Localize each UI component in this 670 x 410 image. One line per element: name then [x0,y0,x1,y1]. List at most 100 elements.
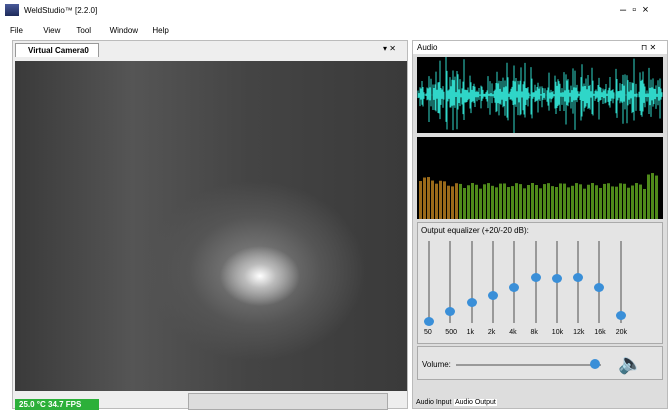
video-view [15,61,407,391]
spectrum-bar [507,187,510,219]
spectrum-bar [595,185,598,219]
audio-tabs: Audio Input Audio Output [413,398,667,410]
menu-item[interactable]: Help [152,26,169,35]
eq-knob[interactable] [615,311,626,320]
volume-track [456,364,601,366]
spectrum-bar [623,183,626,219]
eq-band-label: 1k [466,329,474,336]
volume-label: Volume: [422,360,451,369]
spectrum-bar [459,183,462,219]
camera-tab-label: Virtual Camera0 [28,46,89,55]
audio-tab[interactable]: Audio Output [454,399,497,406]
panel-controls[interactable]: ▾ ✕ [383,44,396,53]
spectrum-bar [475,184,478,219]
eq-knob[interactable] [530,273,541,282]
panel-controls[interactable]: ⊓ ✕ [641,43,657,52]
waveform-trace [417,57,663,133]
equalizer: Output equalizer (+20/-20 dB): 50 500 1k 2k… [417,222,663,344]
spectrum-bar [563,183,566,219]
eq-knob[interactable] [487,291,498,300]
camera-panel: Virtual Camera0 ▾ ✕ 25.0 °C 34.7 FPS [12,40,408,410]
spectrum-bar [587,184,590,219]
eq-track [619,241,622,323]
eq-track [470,241,473,323]
eq-band-label: 16k [594,329,606,336]
spectrum-bar [419,181,422,219]
eq-band-label: 4k [509,329,517,336]
spectrum-bar [499,183,502,219]
window-title: WeldStudio™ [2.2.0] [24,6,98,15]
menu-item[interactable]: File [10,26,23,35]
menu-item[interactable]: Tool [76,26,92,35]
eq-knob[interactable] [424,317,434,326]
spectrum-bar [439,180,442,219]
eq-knob[interactable] [594,283,605,292]
eq-knob[interactable] [466,298,477,307]
spectrum-bar [551,186,554,219]
eq-band-label: 10k [551,329,564,336]
equalizer-label: Output equalizer (+20/-20 dB): [421,226,529,235]
spectrum-bar [571,185,574,219]
audio-tab[interactable]: Audio Input [415,399,453,406]
spectrum-bar [479,188,482,219]
spectrum-bar [423,177,426,219]
spectrum-bar [543,184,546,219]
spectrum-bar [607,183,610,219]
volume-row: Volume: 🔈 [417,346,663,380]
spectrum-bar [523,188,526,219]
eq-band-label: 2k [487,329,496,336]
spectrum-bar [519,184,522,219]
spectrum-bar [591,183,594,219]
volume-knob[interactable] [590,359,600,369]
spectrum-bar [567,187,570,219]
menu-item[interactable]: Window [109,26,139,35]
eq-track [491,241,494,323]
speaker-icon[interactable]: 🔈 [618,353,643,375]
menu-item[interactable]: View [43,26,61,35]
spectrum-bar [651,173,654,219]
spectrum-bar [559,183,562,219]
eq-knob[interactable] [573,273,584,282]
spectrum-bar [511,186,514,219]
spectrum-bar [615,186,618,219]
spectrum-bar [635,183,638,219]
spectrum-bar [491,185,494,219]
spectrum-bar [471,183,474,219]
eq-band-label: 8k [530,329,538,336]
spectrum-bar [547,183,550,219]
spectrum-bar [483,184,486,219]
camera-tab[interactable]: Virtual Camera0 [15,43,99,57]
eq-track [534,241,537,323]
status-text: 25.0 °C 34.7 FPS [19,400,82,409]
playback-controls[interactable] [188,393,388,410]
equalizer-bands: 50 500 1k 2k 4k 8k 10k 12k 16k 20k [418,223,664,345]
status-badge: 25.0 °C 34.7 FPS [15,399,99,410]
spectrum-bar [643,188,646,219]
spectrum-bar [619,183,622,219]
spectrum-bar [555,187,558,219]
spectrum-bar [611,186,614,219]
eq-knob[interactable] [551,274,562,283]
title-bar: WeldStudio™ [2.2.0] – ▫ × [0,0,670,22]
spectrum-bar [531,183,534,219]
spectrum-bar [427,177,430,219]
eq-track [513,241,516,323]
eq-knob[interactable] [445,307,456,316]
spectrum-bar [431,180,434,219]
eq-knob[interactable] [509,283,520,292]
spectrum-bar [575,183,578,219]
window-controls[interactable]: – ▫ × [620,4,649,16]
eq-track [577,241,580,323]
app-icon [5,4,19,16]
spectrum-bar [495,187,498,219]
spectrum-bar [655,175,658,219]
spectrum-bar [503,183,506,219]
waveform [417,57,663,133]
eq-track [428,241,430,323]
eq-track [598,241,601,323]
spectrum-bar [539,188,542,219]
spectrum-bar [627,187,630,219]
menu-bar: File View Tool Window Help [0,24,670,38]
eq-band-label: 12k [573,329,585,336]
